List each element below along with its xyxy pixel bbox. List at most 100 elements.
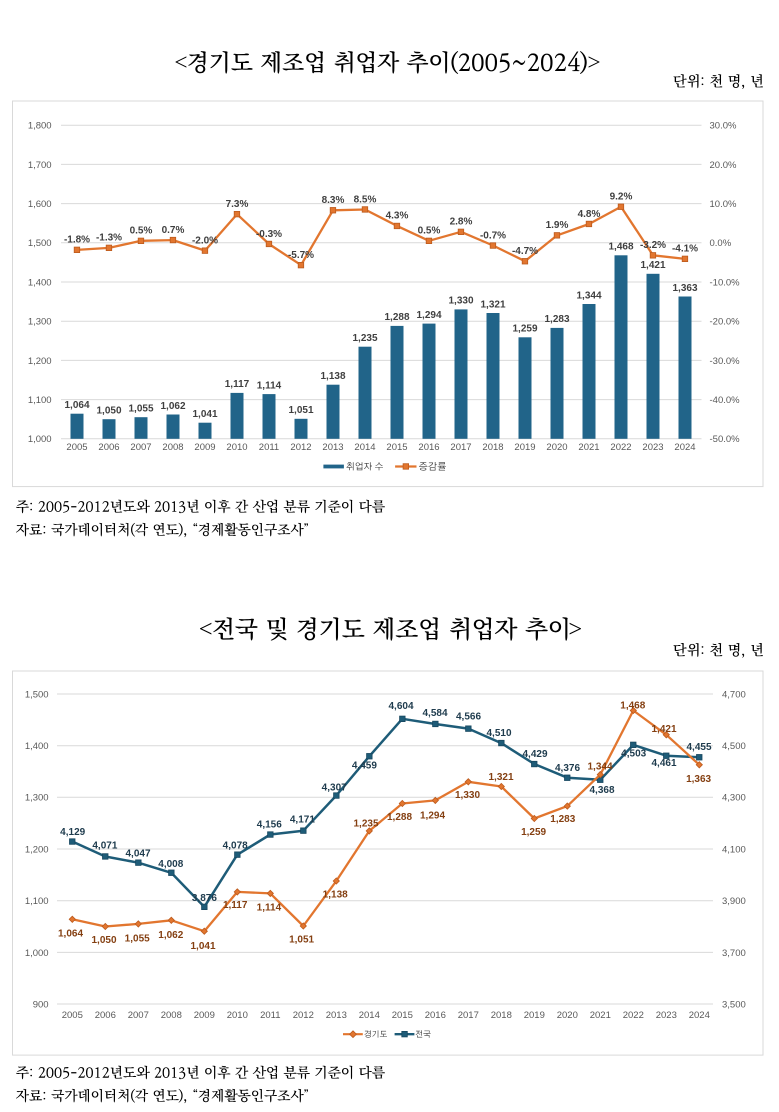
svg-text:2020: 2020: [557, 1010, 578, 1021]
svg-text:2005: 2005: [62, 1010, 83, 1021]
svg-text:1,117: 1,117: [225, 379, 250, 390]
svg-text:2005: 2005: [66, 442, 87, 453]
svg-text:2018: 2018: [491, 1010, 512, 1021]
svg-text:2016: 2016: [418, 442, 439, 453]
svg-text:2006: 2006: [95, 1010, 116, 1021]
svg-text:2015: 2015: [392, 1010, 413, 1021]
svg-text:2015: 2015: [386, 442, 407, 453]
svg-text:-4.1%: -4.1%: [672, 244, 698, 255]
svg-text:1,000: 1,000: [28, 434, 52, 445]
svg-text:900: 900: [33, 999, 49, 1010]
svg-text:4,008: 4,008: [158, 859, 183, 870]
svg-text:3,900: 3,900: [722, 896, 746, 907]
svg-text:1,041: 1,041: [190, 941, 215, 952]
svg-text:-30.0%: -30.0%: [710, 356, 741, 367]
svg-text:3,700: 3,700: [722, 948, 746, 959]
svg-text:2013: 2013: [326, 1010, 347, 1021]
svg-text:1,468: 1,468: [620, 700, 645, 711]
svg-text:2022: 2022: [623, 1010, 644, 1021]
svg-text:4,129: 4,129: [60, 827, 85, 838]
svg-text:4,500: 4,500: [722, 741, 746, 752]
svg-text:1,500: 1,500: [25, 689, 49, 700]
svg-text:2006: 2006: [98, 442, 119, 453]
svg-text:1,363: 1,363: [672, 283, 697, 294]
svg-text:1,321: 1,321: [488, 772, 513, 783]
svg-text:1,294: 1,294: [416, 310, 441, 321]
svg-text:20.0%: 20.0%: [710, 160, 737, 171]
svg-text:1,421: 1,421: [651, 724, 676, 735]
svg-text:7.3%: 7.3%: [226, 199, 249, 210]
svg-text:1,100: 1,100: [25, 896, 49, 907]
svg-text:1,200: 1,200: [28, 356, 52, 367]
svg-text:1,051: 1,051: [288, 405, 313, 416]
svg-text:4,584: 4,584: [422, 708, 447, 719]
svg-text:4,700: 4,700: [722, 689, 746, 700]
svg-text:1,700: 1,700: [28, 160, 52, 171]
svg-text:1,114: 1,114: [257, 380, 282, 391]
svg-text:-0.7%: -0.7%: [480, 230, 506, 241]
svg-text:1,259: 1,259: [521, 827, 546, 838]
svg-text:8.5%: 8.5%: [354, 194, 377, 205]
svg-text:2013: 2013: [322, 442, 343, 453]
svg-text:30.0%: 30.0%: [710, 121, 737, 132]
svg-text:-0.3%: -0.3%: [256, 229, 282, 240]
svg-text:3,500: 3,500: [722, 999, 746, 1010]
svg-text:4,376: 4,376: [555, 763, 580, 774]
svg-text:1,330: 1,330: [448, 296, 473, 307]
svg-text:2022: 2022: [610, 442, 631, 453]
svg-text:1,055: 1,055: [125, 934, 150, 945]
svg-text:0.5%: 0.5%: [130, 226, 153, 237]
svg-text:1,283: 1,283: [550, 814, 575, 825]
svg-text:-10.0%: -10.0%: [710, 277, 741, 288]
svg-text:9.2%: 9.2%: [610, 192, 633, 203]
svg-text:1,421: 1,421: [640, 260, 665, 271]
svg-text:1,400: 1,400: [28, 277, 52, 288]
svg-text:-2.0%: -2.0%: [192, 235, 218, 246]
svg-text:2014: 2014: [359, 1010, 380, 1021]
svg-text:1,300: 1,300: [25, 793, 49, 804]
svg-text:4,429: 4,429: [522, 749, 547, 760]
svg-text:1,055: 1,055: [128, 404, 153, 415]
svg-text:4,100: 4,100: [722, 844, 746, 855]
svg-text:1,283: 1,283: [544, 314, 569, 325]
svg-text:4,047: 4,047: [125, 848, 150, 859]
svg-text:2014: 2014: [354, 442, 375, 453]
svg-text:2009: 2009: [194, 442, 215, 453]
svg-text:2012: 2012: [290, 442, 311, 453]
svg-text:1,051: 1,051: [289, 935, 314, 946]
svg-text:1,062: 1,062: [158, 930, 183, 941]
svg-text:3,876: 3,876: [192, 893, 217, 904]
svg-text:2012: 2012: [293, 1010, 314, 1021]
svg-text:1,363: 1,363: [686, 774, 711, 785]
svg-text:4,078: 4,078: [223, 841, 248, 852]
svg-text:2024: 2024: [674, 442, 695, 453]
svg-text:2021: 2021: [578, 442, 599, 453]
svg-text:2011: 2011: [260, 1010, 280, 1021]
svg-text:4,510: 4,510: [486, 728, 511, 739]
svg-text:-5.7%: -5.7%: [288, 250, 314, 261]
svg-text:4,171: 4,171: [290, 815, 315, 826]
svg-text:1,138: 1,138: [323, 889, 348, 900]
svg-text:1,114: 1,114: [257, 902, 282, 913]
svg-text:4,307: 4,307: [322, 782, 347, 793]
svg-text:0.5%: 0.5%: [418, 226, 441, 237]
svg-text:1,330: 1,330: [455, 790, 480, 801]
svg-text:1,235: 1,235: [352, 333, 377, 344]
svg-text:2008: 2008: [162, 442, 183, 453]
svg-text:4,566: 4,566: [456, 712, 481, 723]
svg-text:2008: 2008: [161, 1010, 182, 1021]
svg-text:1,117: 1,117: [223, 900, 248, 911]
svg-text:1,041: 1,041: [192, 409, 217, 420]
svg-text:4,071: 4,071: [92, 841, 117, 852]
svg-text:-3.2%: -3.2%: [640, 240, 666, 251]
svg-text:2018: 2018: [482, 442, 503, 453]
svg-text:1,200: 1,200: [25, 844, 49, 855]
svg-text:2016: 2016: [425, 1010, 446, 1021]
svg-text:2007: 2007: [130, 442, 151, 453]
svg-text:0.0%: 0.0%: [710, 238, 732, 249]
svg-text:1,300: 1,300: [28, 317, 52, 328]
svg-text:2017: 2017: [458, 1010, 479, 1021]
svg-text:4,461: 4,461: [651, 758, 676, 769]
svg-text:-4.7%: -4.7%: [512, 246, 538, 257]
svg-text:4,300: 4,300: [722, 793, 746, 804]
